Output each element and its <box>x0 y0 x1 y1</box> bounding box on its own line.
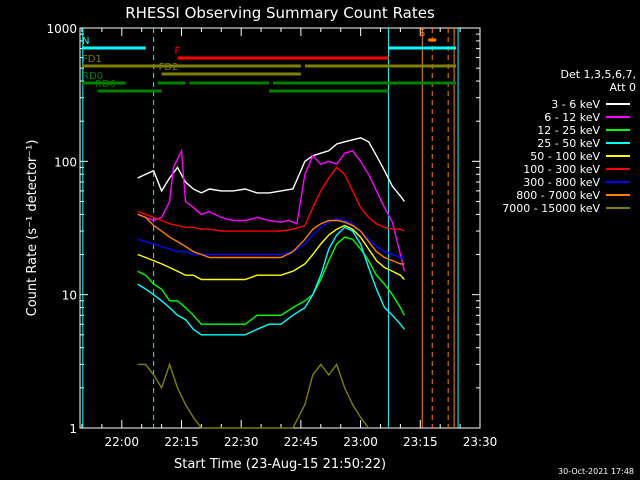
flag-label: FD2 <box>159 62 179 73</box>
x-tick-label: 22:30 <box>224 435 259 449</box>
legend-label: 7000 - 15000 keV <box>502 202 600 215</box>
flag-label: FD1 <box>82 54 102 65</box>
chart-title: RHESSI Observing Summary Count Rates <box>125 4 435 22</box>
legend-header-line: Det 1,3,5,6,7, <box>560 68 636 81</box>
series-line <box>137 224 405 281</box>
legend-label: 50 - 100 keV <box>530 150 600 163</box>
series-line <box>137 137 405 202</box>
y-tick-label: 100 <box>54 155 77 169</box>
y-tick-label: 10 <box>62 289 77 303</box>
x-axis-label: Start Time (23-Aug-15 21:50:22) <box>174 457 386 472</box>
timestamp-footer: 30-Oct-2021 17:48 <box>558 467 634 476</box>
x-tick-label: 22:45 <box>284 435 319 449</box>
series-line <box>137 148 406 272</box>
series-line <box>137 236 406 325</box>
series-line <box>137 213 405 265</box>
legend-header: Det 1,3,5,6,7,Att 0 <box>560 68 636 94</box>
y-tick-label: 1 <box>69 422 77 436</box>
legend-label: 3 - 6 keV <box>551 98 600 111</box>
series-line <box>137 226 405 336</box>
legend-label: 12 - 25 keV <box>537 124 600 137</box>
flag-label: S <box>419 28 425 39</box>
plot-area: 22:00 22:15 22:30 22:45 23:00 23:15 23:30 1 10 10… <box>46 22 497 449</box>
y-tick-label: 1000 <box>46 22 77 36</box>
x-tick-label: 23:15 <box>403 435 438 449</box>
x-tick-label: 23:30 <box>463 435 498 449</box>
x-tick-label: 22:00 <box>104 435 139 449</box>
flag-label: F <box>175 46 181 57</box>
legend-header-line: Att 0 <box>610 81 636 94</box>
flag-label: N <box>82 36 89 47</box>
legend-label: 25 - 50 keV <box>537 137 600 150</box>
x-tick-label: 22:15 <box>164 435 199 449</box>
y-axis-label: Count Rate (s⁻¹ detector⁻¹) <box>25 140 40 317</box>
series-line <box>137 166 405 232</box>
legend-label: 300 - 800 keV <box>523 176 600 189</box>
x-tick-label: 23:00 <box>343 435 378 449</box>
legend-label: 800 - 7000 keV <box>516 189 600 202</box>
legend-label: 100 - 300 keV <box>523 163 600 176</box>
series-line <box>137 218 405 259</box>
legend-label: 6 - 12 keV <box>544 111 600 124</box>
flag-label: RD0 <box>82 71 103 82</box>
flag-label: RD6 <box>95 79 116 90</box>
plot-frame <box>79 27 481 429</box>
series-line <box>137 362 370 429</box>
